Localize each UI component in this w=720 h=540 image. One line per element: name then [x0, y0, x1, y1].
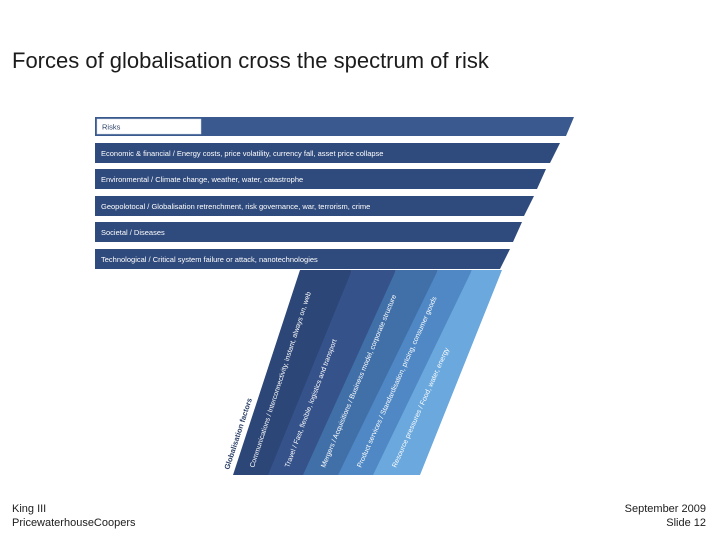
risks-header-label: Risks	[102, 123, 121, 132]
risk-bands	[95, 117, 574, 269]
risk-band-environmental	[95, 169, 546, 189]
risk-band-technological	[95, 249, 510, 269]
risk-label-technological: Technological / Critical system failure …	[101, 255, 318, 264]
force-strip-mergers	[303, 270, 438, 475]
force-strip-communications	[233, 270, 352, 475]
slide-title: Forces of globalisation cross the spectr…	[12, 48, 489, 73]
footer-company: PricewaterhouseCoopers	[12, 517, 136, 529]
risk-label-economic: Economic & financial / Energy costs, pri…	[101, 149, 383, 158]
globalisation-factors	[233, 270, 502, 475]
risk-label-geopolitical: Geopolotocal / Globalisation retrenchmen…	[101, 202, 370, 211]
force-strip-products	[338, 270, 472, 475]
risk-label-societal: Societal / Diseases	[101, 228, 165, 237]
risk-band-societal	[95, 222, 522, 242]
risk-band-geopolitical	[95, 196, 534, 216]
footer-date: September 2009	[624, 503, 706, 515]
footer-slide-number: Slide 12	[666, 517, 706, 529]
risks-header-box	[96, 118, 202, 135]
force-strip-travel	[268, 270, 396, 475]
footer-meta: September 2009 Slide 12	[625, 502, 706, 530]
risk-band-header	[95, 117, 574, 136]
risk-label-environmental: Environmental / Climate change, weather,…	[101, 175, 303, 184]
force-strip-resources	[373, 270, 502, 475]
footer-source: King III PricewaterhouseCoopers	[12, 502, 136, 530]
risk-band-economic	[95, 143, 560, 163]
footer-report-name: King III	[12, 503, 47, 515]
